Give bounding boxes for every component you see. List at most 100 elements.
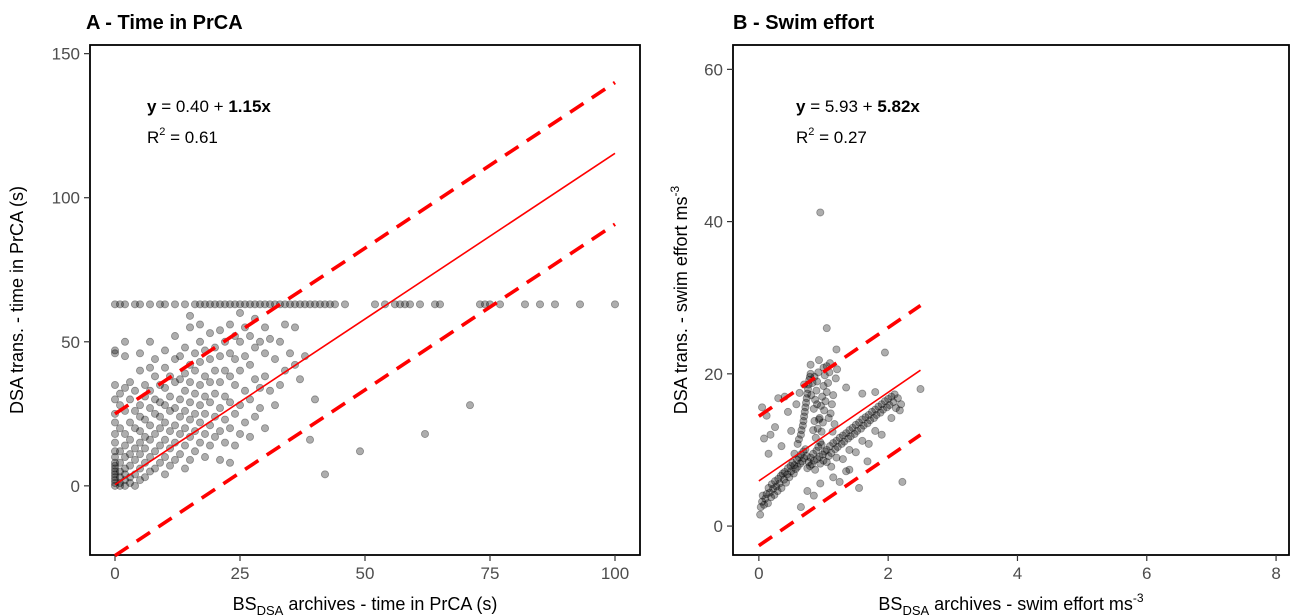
panel-0-data-point: [370, 300, 379, 309]
panel-0-lower-prediction-line: [114, 222, 616, 558]
panel-1-data-point: [816, 479, 825, 488]
panel-0-data-point: [130, 386, 139, 395]
panel-0-data-point: [121, 352, 130, 361]
panel-1-data-point: [805, 461, 814, 470]
panel-1-data-point: [826, 409, 835, 418]
panel-0-data-point: [111, 349, 120, 358]
panel-0-data-point: [150, 395, 159, 404]
panel-0-data-point: [355, 447, 364, 456]
panel-0-data-point: [111, 461, 120, 470]
panel-1-data-point: [760, 434, 769, 443]
panel-1-data-point: [806, 360, 815, 369]
panel-1-data-point: [838, 431, 847, 440]
panel-1-data-point: [811, 395, 820, 404]
panel-1-data-point: [804, 458, 813, 467]
panel-b-marks: 0 2 4 6 8 0 20 40 60: [704, 60, 1281, 583]
panel-1-data-point: [764, 449, 773, 458]
panel-0-data-point: [255, 337, 264, 346]
panel-0-data-point: [116, 467, 125, 476]
panel-0-data-point: [111, 300, 120, 309]
panel-1-data-point: [833, 442, 842, 451]
panel-0-data-point: [145, 337, 154, 346]
panel-0-data-point: [150, 464, 159, 473]
panel-0-data-point: [270, 355, 279, 364]
panel-0-data-point: [230, 355, 239, 364]
panel-0-data-point: [265, 300, 274, 309]
panel-1-data-point: [787, 426, 796, 435]
panel-1-data-point: [809, 449, 818, 458]
panel-0-data-point: [205, 398, 214, 407]
panel-0-data-point: [185, 378, 194, 387]
panel-1-data-point: [790, 461, 799, 470]
panel-1-data-point: [786, 461, 795, 470]
panel-0-data-point: [126, 435, 135, 444]
panel-0-data-point: [285, 300, 294, 309]
panel-0-data-point: [200, 453, 209, 462]
panel-0-data-point: [140, 473, 149, 482]
panel-0-data-point: [260, 300, 269, 309]
panel-1-data-point: [871, 388, 880, 397]
panel-0-data-point: [155, 458, 164, 467]
panel-1-data-point: [807, 460, 816, 469]
panel-0-data-point: [250, 343, 259, 352]
panel-1-data-point: [816, 208, 825, 217]
panel-1-data-point: [878, 405, 887, 414]
panel-0-data-point: [155, 424, 164, 433]
panel-0-data-point: [260, 323, 269, 332]
panel-0-data-point: [165, 406, 174, 415]
panel-0-data-point: [140, 432, 149, 441]
panel-0-data-point: [260, 424, 269, 433]
panel-1-data-point: [788, 458, 797, 467]
panel-0-data-point: [135, 476, 144, 485]
panel-1-data-point: [824, 378, 833, 387]
panel-0-data-point: [126, 461, 135, 470]
panel-1-data-point: [806, 369, 815, 378]
panel-0-x-tick-label: 0: [110, 564, 119, 583]
panel-1-data-point: [885, 401, 894, 410]
panel-0-data-point: [405, 300, 414, 309]
panel-1-data-point: [806, 453, 815, 462]
panel-1-data-point: [811, 465, 820, 474]
panel-1-data-point: [819, 456, 828, 465]
panel-0-data-point: [195, 380, 204, 389]
panel-1-data-point: [858, 415, 867, 424]
panel-0-data-point: [160, 363, 169, 372]
panel-0-data-point: [111, 395, 120, 404]
panel-1-data-point: [829, 473, 838, 482]
panel-0-data-point: [190, 389, 199, 398]
panel-1-data-point: [793, 439, 802, 448]
panel-0-data-point: [200, 392, 209, 401]
panel-0-data-point: [250, 412, 259, 421]
panel-0-data-point: [230, 409, 239, 418]
panel-0-data-point: [160, 435, 169, 444]
panel-0-data-point: [275, 337, 284, 346]
panel-0-data-point: [205, 441, 214, 450]
panel-0-data-point: [280, 320, 289, 329]
panel-0-data-point: [175, 375, 184, 384]
panel-1-data-point: [842, 383, 851, 392]
panel-0-data-point: [175, 429, 184, 438]
panel-0-data-point: [150, 372, 159, 381]
panel-1-data-point: [895, 406, 904, 415]
panel-1-data-point: [822, 445, 831, 454]
panel-1-data-point: [801, 403, 810, 412]
panel-1-data-point: [891, 404, 900, 413]
panel-0-data-point: [260, 349, 269, 358]
panel-1-data-point: [791, 464, 800, 473]
panel-1-data-point: [773, 487, 782, 496]
panel-0-data-point: [121, 300, 130, 309]
panel-0-data-point: [185, 398, 194, 407]
panel-0-x-tick-label: 25: [231, 564, 250, 583]
panel-0-data-point: [121, 441, 130, 450]
panel-0-data-point: [180, 343, 189, 352]
panel-0-data-point: [130, 406, 139, 415]
panel-1-data-point: [861, 413, 870, 422]
panel-0-data-point: [310, 395, 319, 404]
panel-0-data-point: [225, 424, 234, 433]
panel-1-data-point: [776, 471, 785, 480]
panel-1-data-point: [763, 499, 772, 508]
panel-0-data-point: [315, 300, 324, 309]
panel-0-data-point: [111, 458, 120, 467]
panel-1-data-point: [840, 437, 849, 446]
panel-0-data-point: [420, 429, 429, 438]
